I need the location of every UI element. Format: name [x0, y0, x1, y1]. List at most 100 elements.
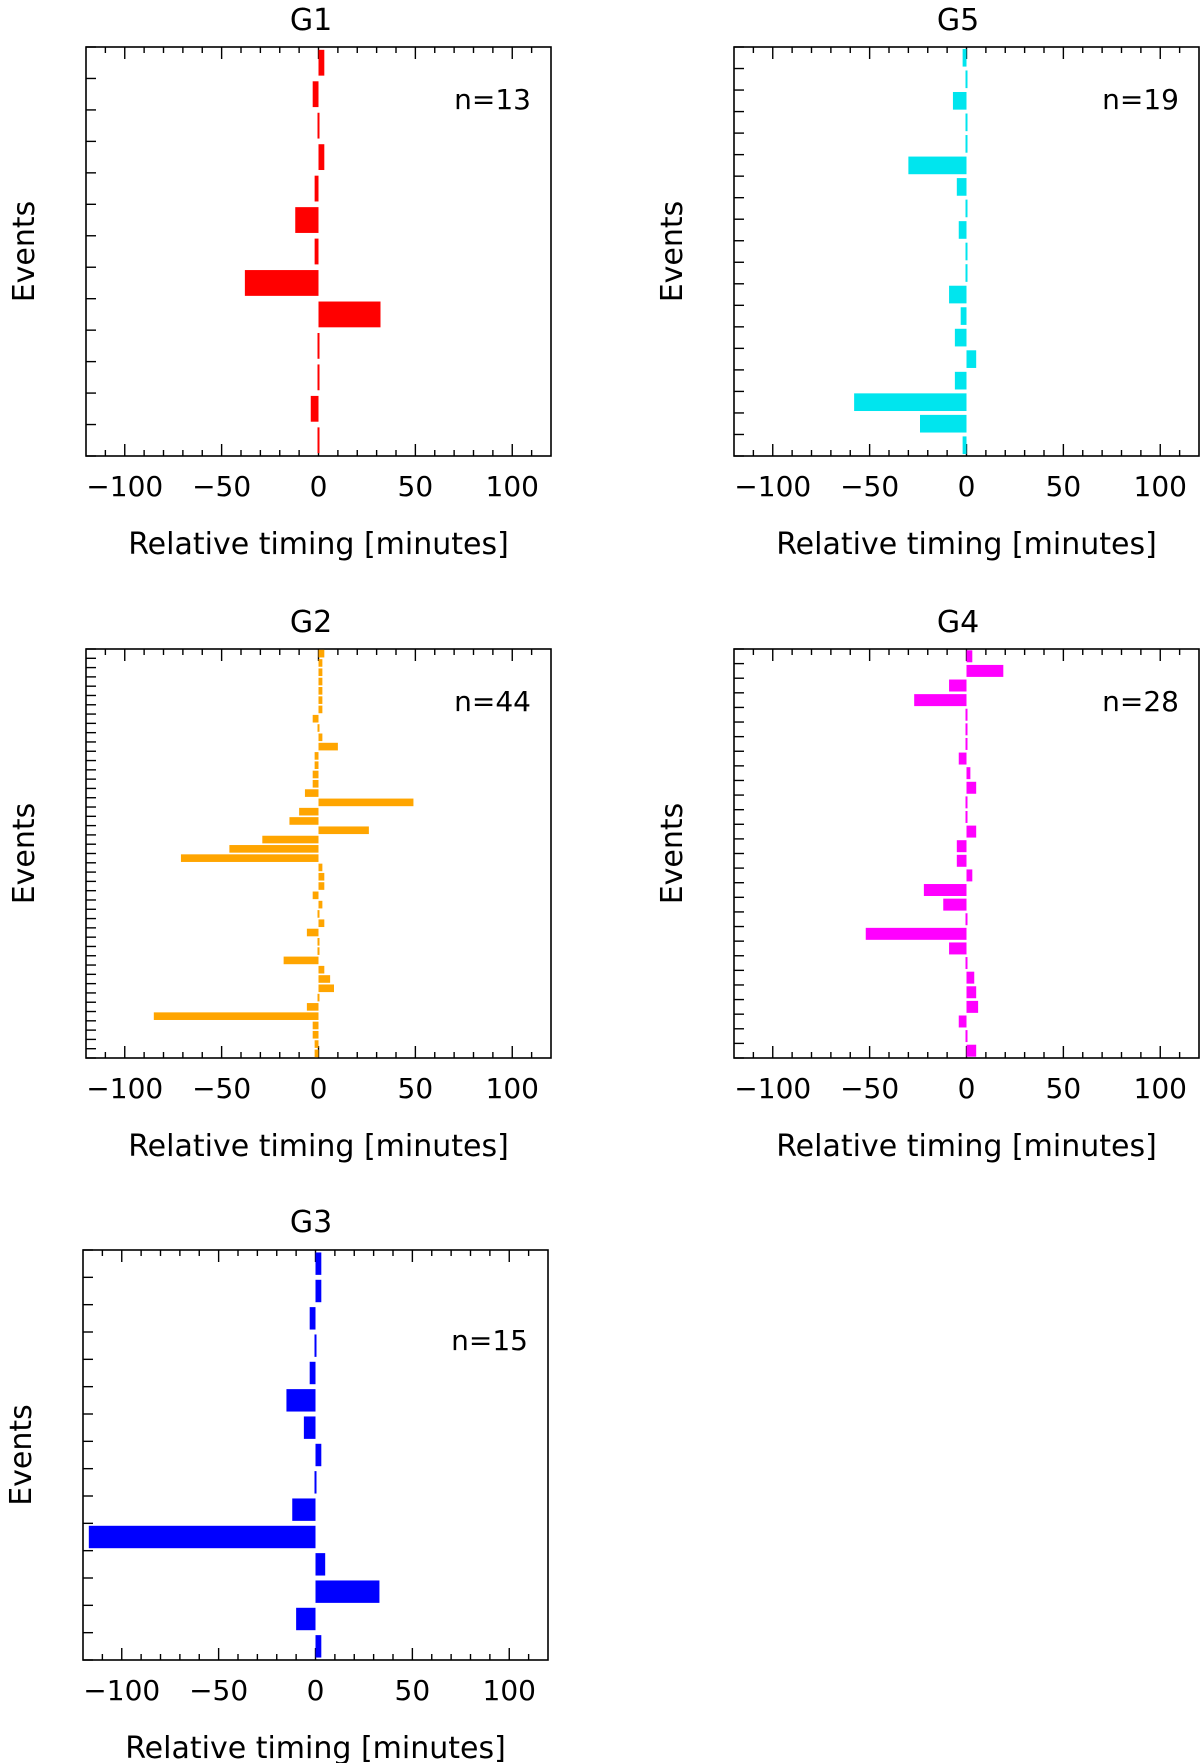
bar	[318, 687, 323, 695]
x-tick-label: 50	[398, 1072, 434, 1105]
bar	[303, 1416, 316, 1439]
panel-g2: G2 Events Relative timing [minutes] n=44…	[7, 605, 552, 1164]
bar	[317, 427, 320, 454]
x-tick-label: −50	[192, 470, 251, 503]
bar	[180, 854, 319, 862]
bar	[317, 112, 320, 139]
bar	[292, 1498, 316, 1521]
plot-area: −100 −50 0 50 100	[85, 648, 552, 1105]
bar	[318, 882, 325, 890]
x-tick-label: 0	[958, 1072, 976, 1105]
bar	[318, 984, 334, 993]
y-axis-label: Events	[655, 803, 690, 905]
bar	[314, 1471, 317, 1494]
bar	[958, 221, 967, 239]
bar	[312, 1021, 319, 1030]
bar	[317, 724, 320, 732]
bar	[310, 395, 319, 422]
bar	[283, 956, 319, 965]
x-tick-label: −100	[734, 1072, 811, 1105]
panel-title: G3	[290, 1205, 332, 1240]
plot-area: −100 −50 0 50 100	[82, 1249, 549, 1707]
bar	[312, 714, 319, 723]
panel-title: G1	[290, 3, 332, 38]
bar	[312, 779, 319, 788]
x-axis-label: Relative timing [minutes]	[128, 1129, 509, 1164]
bar	[306, 928, 319, 937]
bar	[314, 752, 319, 760]
bar	[312, 770, 319, 779]
bar	[318, 668, 323, 677]
bar	[965, 242, 968, 261]
bar	[317, 910, 320, 918]
bar	[956, 178, 967, 196]
bar	[306, 1003, 319, 1011]
bar	[865, 927, 967, 940]
event-count-label: n=44	[454, 685, 531, 718]
bar	[965, 113, 968, 132]
bar	[965, 1030, 968, 1043]
bar	[318, 659, 323, 667]
bar	[315, 1252, 322, 1275]
bar	[966, 650, 973, 663]
x-tick-label: 0	[310, 470, 328, 503]
panel-title: G4	[937, 605, 979, 640]
bar	[314, 175, 319, 202]
x-tick-label: 100	[483, 1674, 536, 1707]
x-tick-label: 100	[1134, 1072, 1187, 1105]
x-tick-label: −100	[86, 470, 163, 503]
bar	[954, 371, 967, 390]
event-count-label: n=13	[454, 83, 531, 116]
bar	[315, 1553, 326, 1576]
bar	[309, 1307, 316, 1330]
bar	[966, 664, 1004, 677]
bar	[312, 81, 319, 108]
x-tick-label: 0	[958, 470, 976, 503]
panel-g1: G1 Events Relative timing [minutes] n=13…	[7, 3, 552, 562]
bar	[317, 937, 320, 946]
bar	[965, 264, 968, 282]
bar	[318, 900, 323, 909]
bar	[317, 364, 320, 391]
bar	[966, 869, 973, 882]
x-tick-label: 0	[310, 1072, 328, 1105]
bar	[956, 840, 967, 853]
bar	[318, 733, 323, 742]
bar	[318, 677, 323, 686]
bar	[318, 798, 414, 807]
bar	[304, 789, 319, 797]
bar	[314, 761, 319, 770]
event-count-label: n=15	[451, 1324, 528, 1357]
x-tick-label: 50	[1046, 470, 1082, 503]
bar	[244, 270, 319, 296]
event-count-label: n=28	[1102, 685, 1179, 718]
bar	[317, 993, 320, 1002]
bar	[966, 767, 971, 780]
bar	[318, 975, 331, 983]
bar	[318, 649, 325, 658]
bar	[965, 708, 968, 721]
bar	[952, 91, 967, 110]
y-axis-label: Events	[655, 201, 690, 303]
bar	[966, 986, 977, 999]
plot-area: −100 −50 0 50 100	[733, 648, 1200, 1105]
bar	[318, 872, 325, 881]
x-tick-label: −100	[83, 1674, 160, 1707]
bar	[914, 694, 967, 707]
bar	[966, 825, 977, 838]
bar	[318, 965, 325, 974]
bar	[854, 393, 967, 412]
bar	[318, 49, 325, 76]
x-tick-label: 50	[398, 470, 434, 503]
x-tick-label: 50	[1046, 1072, 1082, 1105]
bar	[962, 48, 967, 67]
plot-area: −100 −50 0 50 100	[85, 46, 552, 503]
bar	[314, 238, 319, 265]
bar	[315, 1279, 322, 1303]
x-tick-label: −100	[734, 470, 811, 503]
event-count-label: n=19	[1102, 83, 1179, 116]
bar	[88, 1525, 316, 1549]
bar	[318, 919, 325, 928]
bar	[314, 1040, 319, 1048]
bar	[965, 737, 968, 750]
